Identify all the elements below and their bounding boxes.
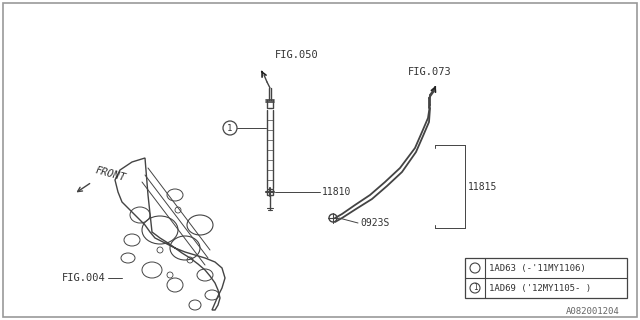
Text: 1: 1 — [473, 284, 477, 292]
Text: FIG.050: FIG.050 — [275, 50, 319, 60]
Text: 11810: 11810 — [322, 187, 351, 197]
Text: FIG.073: FIG.073 — [408, 67, 452, 77]
Text: 1: 1 — [227, 124, 233, 132]
Text: 11815: 11815 — [468, 181, 497, 191]
Bar — [267, 189, 273, 195]
Text: 0923S: 0923S — [360, 218, 389, 228]
Bar — [465, 258, 627, 298]
Text: A082001204: A082001204 — [566, 308, 620, 316]
Text: FRONT: FRONT — [94, 165, 127, 183]
Text: 1AD69 ('12MY1105- ): 1AD69 ('12MY1105- ) — [489, 284, 591, 292]
Text: 1AD63 (-'11MY1106): 1AD63 (-'11MY1106) — [489, 263, 586, 273]
Text: FIG.004: FIG.004 — [62, 273, 106, 283]
